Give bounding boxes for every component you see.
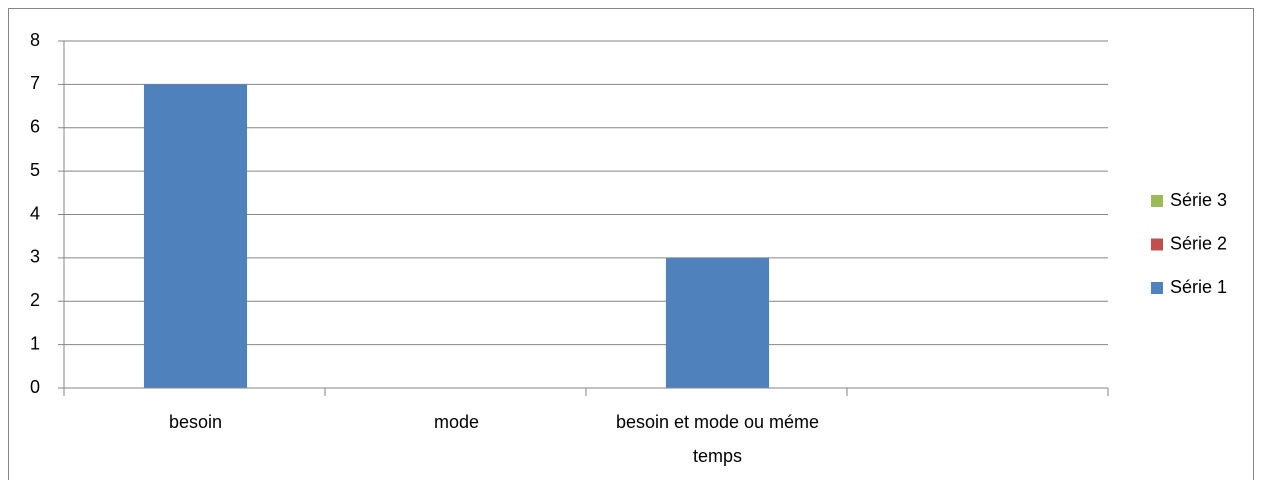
bar xyxy=(143,84,248,388)
y-tick-label: 1 xyxy=(30,333,40,353)
legend-swatch xyxy=(1151,282,1163,294)
legend-label: Série 3 xyxy=(1170,190,1227,210)
legend-label: Série 2 xyxy=(1170,233,1227,253)
y-tick-label: 3 xyxy=(30,247,40,267)
y-tick-label: 6 xyxy=(30,117,40,137)
y-tick-label: 4 xyxy=(30,203,40,223)
x-tick-label: mode xyxy=(434,412,479,432)
chart-border xyxy=(8,8,1254,480)
x-tick-label: besoin et mode ou méme temps xyxy=(616,412,819,466)
legend-label: Série 1 xyxy=(1170,277,1227,297)
bar xyxy=(665,257,770,388)
x-tick-label: besoin xyxy=(169,412,222,432)
y-tick-label: 0 xyxy=(30,377,40,397)
y-tick-label: 5 xyxy=(30,160,40,180)
y-tick-label: 2 xyxy=(30,290,40,310)
legend-swatch xyxy=(1151,238,1163,251)
legend-swatch xyxy=(1151,195,1163,207)
y-tick-label: 8 xyxy=(30,30,40,50)
y-tick-label: 7 xyxy=(30,73,40,93)
